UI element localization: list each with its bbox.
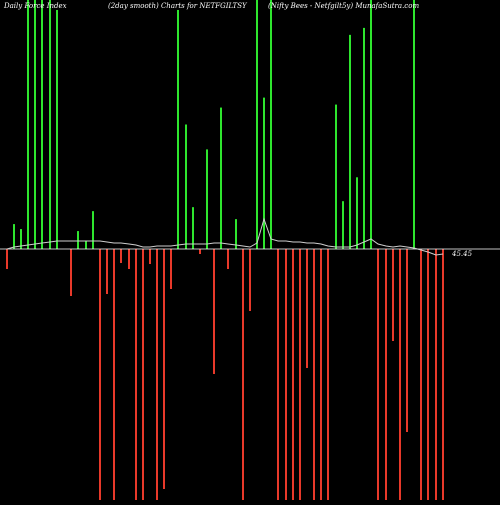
bar-negative	[213, 249, 215, 374]
bar-negative	[242, 249, 244, 500]
bar-positive	[220, 107, 222, 250]
bar-negative	[399, 249, 401, 500]
bar-negative	[120, 249, 122, 263]
bar-positive	[363, 27, 365, 249]
bar-positive	[335, 104, 337, 249]
bar-negative	[435, 249, 437, 500]
bar-negative	[406, 249, 408, 432]
bar-negative	[199, 249, 201, 254]
bar-positive	[342, 201, 344, 249]
bar-positive	[356, 177, 358, 249]
bar-positive	[27, 0, 29, 249]
bar-negative	[135, 249, 137, 500]
bar-negative	[377, 249, 379, 500]
bar-positive	[192, 207, 194, 249]
bar-positive	[256, 0, 258, 249]
bar-negative	[249, 249, 251, 311]
bar-positive	[413, 0, 415, 249]
bar-negative	[170, 249, 172, 289]
bar-positive	[177, 9, 179, 249]
bar-negative	[392, 249, 394, 341]
bar-negative	[142, 249, 144, 500]
bar-negative	[113, 249, 115, 500]
bars-group	[6, 0, 444, 500]
bar-negative	[156, 249, 158, 500]
bar-positive	[263, 97, 265, 249]
bar-negative	[327, 249, 329, 500]
bar-negative	[299, 249, 301, 500]
bar-negative	[420, 249, 422, 500]
chart-header-center: (2day smooth) Charts for NETFGILTSY	[108, 2, 247, 10]
bar-positive	[270, 0, 272, 249]
bar-negative	[149, 249, 151, 264]
bar-negative	[306, 249, 308, 368]
bar-negative	[99, 249, 101, 500]
bar-negative	[227, 249, 229, 269]
bar-positive	[13, 224, 15, 249]
bar-negative	[313, 249, 315, 500]
bar-positive	[56, 9, 58, 249]
chart-header-left: Daily Force Index	[4, 2, 67, 10]
bar-positive	[370, 0, 372, 249]
bar-positive	[41, 0, 43, 249]
bar-negative	[163, 249, 165, 489]
zero-value-label: 45.45	[451, 250, 473, 258]
bar-negative	[427, 249, 429, 500]
bar-positive	[92, 211, 94, 249]
bar-negative	[277, 249, 279, 500]
bar-positive	[349, 34, 351, 249]
bar-positive	[49, 0, 51, 249]
bar-positive	[85, 241, 87, 249]
bar-positive	[185, 124, 187, 249]
bar-positive	[235, 219, 237, 249]
bar-positive	[20, 229, 22, 249]
bar-positive	[77, 231, 79, 249]
bar-negative	[385, 249, 387, 500]
chart-header-right: (Nifty Bees - Netfgilt5y) MunafaSutra.co…	[268, 2, 420, 10]
bar-negative	[285, 249, 287, 500]
bar-negative	[70, 249, 72, 296]
bar-positive	[206, 149, 208, 249]
bar-negative	[106, 249, 108, 294]
bar-negative	[320, 249, 322, 500]
bar-negative	[292, 249, 294, 500]
bar-negative	[6, 249, 8, 269]
bar-positive	[34, 0, 36, 249]
bar-negative	[442, 249, 444, 500]
bar-negative	[128, 249, 130, 269]
smoothed-force-line	[6, 217, 444, 256]
